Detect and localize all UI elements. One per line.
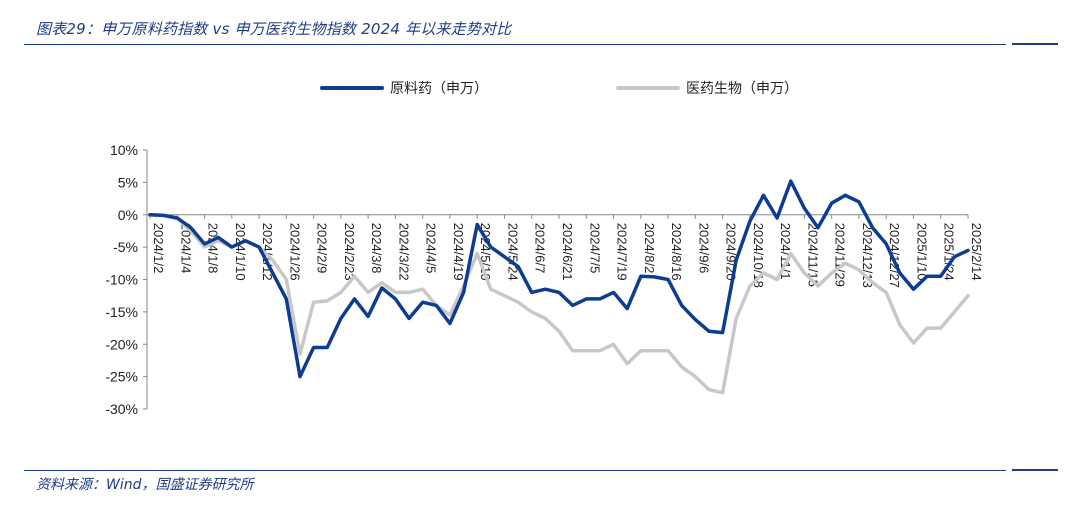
bottom-rule [24,470,1006,471]
y-tick-label: -25% [105,369,138,385]
x-tick-label: 2024/11/29 [833,223,848,287]
x-tick-label: 2024/3/22 [396,223,411,281]
x-tick-label: 2024/1/4 [178,223,193,274]
top-rule-accent [1012,43,1058,45]
x-tick-label: 2025/2/14 [969,223,984,281]
x-tick-label: 2024/2/23 [342,223,357,281]
x-tick-label: 2024/4/5 [424,223,439,274]
y-tick-label: -5% [113,239,138,255]
x-axis: 2024/1/2 2024/1/4 2024/1/8 2024/1/10 2024/1/… [147,214,984,288]
bottom-rule-accent [1012,469,1058,471]
x-tick-label: 2024/8/2 [642,223,657,274]
x-tick-label: 2024/7/5 [587,223,602,274]
figure-title: 图表29：申万原料药指数 vs 申万医药生物指数 2024 年以来走势对比 [36,20,512,38]
y-tick-label: -10% [105,272,138,288]
x-tick-label: 2025/1/10 [914,223,929,281]
chart-legend: 原料药（申万） 医药生物（申万） [320,81,798,97]
y-tick-label: -20% [105,336,138,352]
x-tick-label: 2024/5/24 [505,223,520,281]
x-tick-label: 2024/11/15 [805,223,820,287]
x-tick-label: 2024/12/13 [860,223,875,288]
series-layer [148,179,970,395]
x-tick-label: 2024/1/26 [287,223,302,281]
x-tick-label: 2024/3/8 [369,223,384,274]
x-tick-label: 2024/1/12 [260,223,275,281]
x-tick-label: 2024/6/7 [533,223,548,274]
y-tick-label: -15% [105,304,138,320]
y-tick-label: 10% [110,142,138,158]
x-tick-label: 2024/2/9 [315,223,330,274]
legend-label-series-1: 原料药（申万） [390,81,488,97]
top-rule [24,44,1006,45]
series-line-1 [148,179,970,379]
x-tick-label: 2024/10/18 [751,223,766,288]
x-tick-label: 2024/9/6 [696,223,711,274]
y-tick-label: 0% [118,207,138,223]
x-tick-label: 2024/9/20 [724,223,739,281]
source-note: 资料来源：Wind，国盛证券研究所 [36,477,254,493]
x-tick-label: 2024/1/8 [206,223,221,274]
x-tick-label: 2024/8/16 [669,223,684,281]
legend-label-series-2: 医药生物（申万） [686,81,798,97]
x-tick-label: 2024/1/2 [151,223,166,274]
x-tick-label: 2024/1/10 [233,223,248,281]
x-tick-label: 2024/11/1 [778,223,793,280]
series-line-2 [148,213,970,395]
x-tick-label: 2024/7/19 [615,223,630,281]
y-axis: 10% 5% 0% -5% -10% -15% -20% -25% -30% [105,142,148,417]
y-tick-label: -30% [105,401,138,417]
x-tick-label: 2024/4/19 [451,223,466,281]
y-tick-label: 5% [118,174,138,190]
x-tick-label: 2024/6/21 [560,223,575,281]
x-tick-label: 2024/12/27 [887,223,902,288]
x-tick-label: 2025/1/24 [942,223,957,281]
